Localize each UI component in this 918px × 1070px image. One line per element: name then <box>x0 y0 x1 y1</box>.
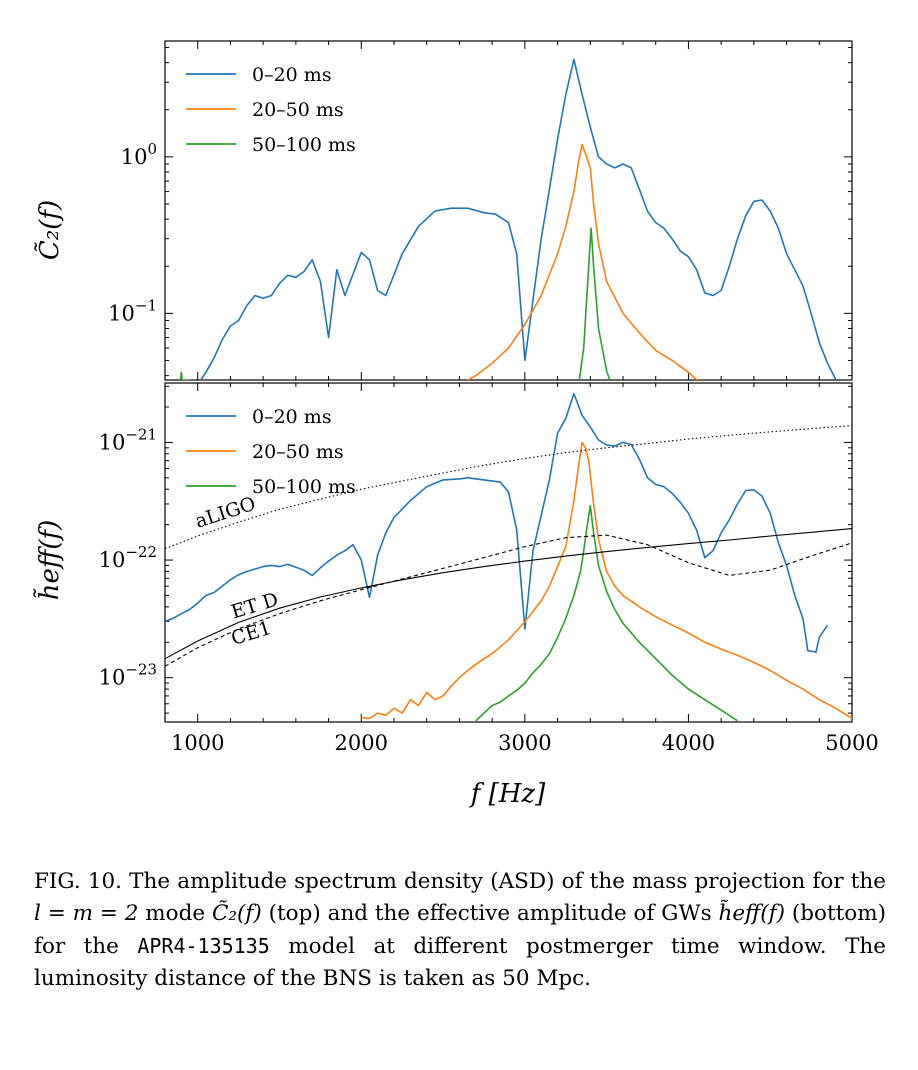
caption-model: APR4-135135 <box>137 934 270 958</box>
y-tick-label: 100 <box>121 140 157 169</box>
caption-c2: C̃₂(f) <box>211 901 262 926</box>
series-line-0-20-ms <box>199 58 838 380</box>
series-group <box>165 392 852 722</box>
figure-caption: FIG. 10. The amplitude spectrum density … <box>34 866 886 995</box>
x-tick-label: 2000 <box>335 731 388 755</box>
bottom-xlabel: f [Hz] <box>469 779 546 809</box>
legend-label: 50–100 ms <box>252 476 356 498</box>
plot-frame <box>164 382 853 723</box>
series-line-0-20-ms <box>165 392 829 653</box>
x-tick-label: 1000 <box>171 731 224 755</box>
y-tick-label: 10−1 <box>108 296 157 325</box>
y-tick-label: 10−23 <box>99 661 157 690</box>
y-tick-label: 10−22 <box>99 543 157 572</box>
bottom-ylabel: h̃eff(f) <box>33 520 65 600</box>
legend: 0–20 ms 20–50 ms 50–100 ms <box>186 64 356 156</box>
caption-text: (top) and the effective amplitude of GWs <box>261 901 719 926</box>
series-line-50-100-ms <box>475 504 738 722</box>
caption-text: The amplitude spectrum density (ASD) of … <box>122 869 886 894</box>
y-tick-label: 10−21 <box>99 425 157 454</box>
series-line-et-d <box>165 528 852 660</box>
legend-label: 50–100 ms <box>252 134 356 156</box>
axis-titles: C̃₂(f) h̃eff(f) f [Hz] <box>33 200 546 809</box>
curve-label-et-d: ET D <box>229 588 281 623</box>
top-panel: 100 10−1 0–20 ms 20–50 ms 50–100 ms <box>108 40 853 381</box>
legend-label: 20–50 ms <box>252 441 344 463</box>
bottom-panel: 10−21 10−22 10−23 1000 2000 3000 4000 5000 0–20 … <box>99 382 879 755</box>
legend-label: 20–50 ms <box>252 99 344 121</box>
legend-label: 0–20 ms <box>252 64 332 86</box>
series-line-aligo <box>165 425 852 550</box>
x-tick-label: 3000 <box>498 731 551 755</box>
legend-label: 0–20 ms <box>252 406 332 428</box>
caption-figure-number: FIG. 10. <box>34 869 123 894</box>
plot-frame <box>164 40 853 381</box>
legend: 0–20 ms 20–50 ms 50–100 ms <box>186 406 356 498</box>
series-line-50-100-ms <box>179 227 611 380</box>
caption-mode: l = m = 2 <box>34 901 139 926</box>
top-ylabel: C̃₂(f) <box>34 200 65 260</box>
x-tick-label: 4000 <box>662 731 715 755</box>
caption-text: (bottom) for the <box>34 901 886 959</box>
series-group <box>179 58 838 380</box>
x-tick-label: 5000 <box>825 731 878 755</box>
caption-heff: h̃eff(f) <box>718 901 786 926</box>
series-line-ce1 <box>165 534 852 667</box>
series-line-20-50-ms <box>466 143 699 380</box>
caption-text: mode <box>138 901 212 926</box>
caption-text: model at different postmerger time windo… <box>34 934 886 991</box>
series-line-20-50-ms <box>361 441 852 720</box>
